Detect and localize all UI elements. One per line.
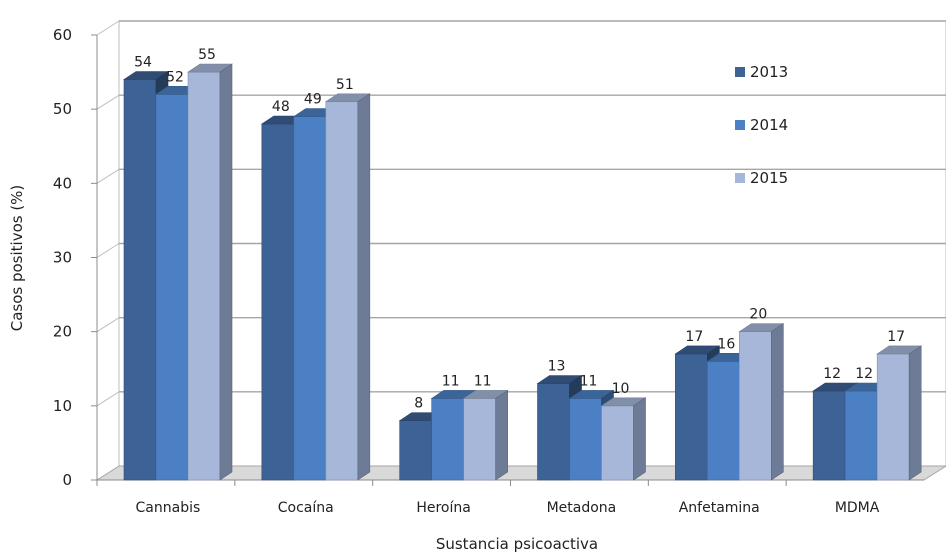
x-tick-label: Anfetamina xyxy=(679,500,760,516)
data-label: 12 xyxy=(855,366,873,382)
bar-2015-Heroína xyxy=(462,389,509,481)
bar-2015-Cannabis xyxy=(187,63,233,481)
bar-front xyxy=(293,116,327,481)
bar-2015-Metadona xyxy=(600,397,647,481)
bar-front xyxy=(325,101,359,481)
bar-front xyxy=(601,405,634,481)
x-tick-label: Heroína xyxy=(416,500,471,516)
y-tick-label: 40 xyxy=(53,174,72,192)
data-label: 52 xyxy=(166,69,184,85)
bar-front xyxy=(123,79,157,481)
y-tick-label: 50 xyxy=(53,100,72,118)
y-tick-label: 10 xyxy=(53,397,72,415)
gridline-side xyxy=(96,20,120,36)
data-label: 17 xyxy=(887,329,905,345)
data-label: 13 xyxy=(548,359,566,375)
bar-2015-MDMA xyxy=(876,345,923,481)
x-axis-title: Sustancia psicoactiva xyxy=(436,535,598,553)
axes: 0 10 20 30 40 50 60 Cannabis Cocaína Heroína Metad… xyxy=(53,26,924,516)
bar-front xyxy=(155,94,189,481)
data-label: 10 xyxy=(612,381,630,397)
data-label: 8 xyxy=(414,396,423,412)
data-label: 11 xyxy=(474,373,492,389)
y-axis-title: Casos positivos (%) xyxy=(8,185,26,332)
x-tick-label: Cocaína xyxy=(278,500,334,516)
legend-label-2015: 2015 xyxy=(750,169,788,187)
legend-label-2014: 2014 xyxy=(750,116,788,134)
data-label: 11 xyxy=(442,373,460,389)
gridline-side xyxy=(96,94,120,110)
y-tick-label: 0 xyxy=(62,471,72,489)
data-label: 51 xyxy=(336,77,354,93)
x-tick-label: Metadona xyxy=(547,500,617,516)
data-labels: 54 52 55 48 49 51 8 11 11 13 11 10 17 16 20 12 12 17 xyxy=(134,47,905,412)
bar-side xyxy=(771,323,784,481)
data-label: 48 xyxy=(272,99,290,115)
gridline-side xyxy=(96,243,120,258)
y-tick-label: 30 xyxy=(53,249,72,267)
bar-front xyxy=(399,420,432,481)
bar-front xyxy=(675,353,708,481)
gridlines xyxy=(96,20,946,407)
bar-front xyxy=(876,353,910,481)
data-label: 12 xyxy=(823,366,841,382)
legend-swatch-2014 xyxy=(735,120,745,130)
legend-swatch-2015 xyxy=(735,173,745,183)
bar-front xyxy=(261,123,295,481)
bar-side xyxy=(219,63,233,481)
gridline-side xyxy=(96,391,120,407)
data-label: 17 xyxy=(685,329,703,345)
legend: 2013 2014 2015 xyxy=(735,63,788,187)
legend-swatch-2013 xyxy=(735,67,745,77)
data-label: 55 xyxy=(198,47,216,63)
x-tick-label: MDMA xyxy=(835,500,880,516)
y-tick-label: 60 xyxy=(53,26,72,44)
bar-front xyxy=(569,398,602,481)
bar-side xyxy=(357,93,371,481)
data-label: 11 xyxy=(580,373,598,389)
legend-label-2013: 2013 xyxy=(750,63,788,81)
bar-2015-Cocaína xyxy=(324,93,371,481)
bar-front xyxy=(537,383,570,481)
gridline-side xyxy=(96,317,120,333)
x-tick-label: Cannabis xyxy=(136,500,201,516)
bar-side xyxy=(633,397,646,481)
bar-2015-Anfetamina xyxy=(738,323,785,481)
data-label: 49 xyxy=(304,92,322,108)
gridline-side xyxy=(96,168,120,184)
bars xyxy=(123,63,923,481)
bar-side xyxy=(908,345,922,481)
bar-front xyxy=(707,361,740,481)
bar-front xyxy=(187,71,221,481)
bar-front xyxy=(812,390,846,481)
bar-front xyxy=(463,398,496,481)
bar-side xyxy=(495,389,508,481)
data-label: 16 xyxy=(717,336,735,352)
bar-front xyxy=(739,331,772,481)
data-label: 54 xyxy=(134,55,152,71)
bar-front xyxy=(844,390,878,481)
data-label: 20 xyxy=(749,307,767,323)
y-tick-label: 20 xyxy=(53,323,72,341)
bar-front xyxy=(431,398,464,481)
